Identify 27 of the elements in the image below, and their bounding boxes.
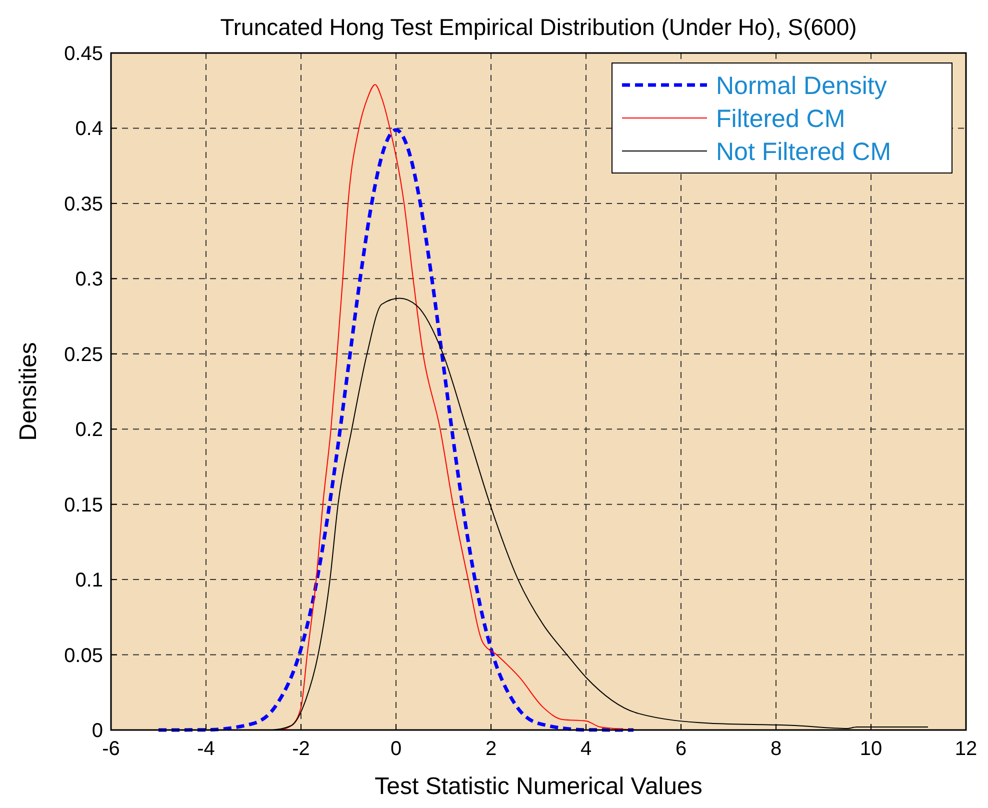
x-axis-title: Test Statistic Numerical Values [374, 773, 702, 800]
x-tick-label: 8 [770, 738, 782, 760]
y-axis-title: Densities [15, 342, 42, 441]
x-tick-label: 10 [860, 738, 882, 760]
x-tick-label: 12 [954, 738, 978, 760]
x-tick-label: 0 [390, 738, 402, 760]
y-tick-label: 0.4 [75, 118, 103, 140]
legend-label: Not Filtered CM [716, 138, 892, 166]
y-tick-label: 0.35 [64, 193, 103, 216]
y-tick-label: 0.25 [64, 344, 103, 366]
x-tick-label: -6 [102, 738, 120, 760]
x-tick-label: 4 [580, 738, 592, 760]
x-tick-label: -4 [197, 738, 215, 760]
y-tick-label: 0.3 [75, 268, 103, 291]
x-tick-label: 2 [485, 738, 497, 760]
y-tick-label: 0.15 [64, 494, 103, 516]
y-tick-label: 0.2 [75, 419, 103, 442]
y-tick-label: 0 [92, 720, 103, 742]
y-tick-label: 0.1 [75, 570, 103, 592]
legend-label: Normal Density [716, 72, 888, 100]
x-tick-label: 6 [675, 738, 687, 760]
legend-label: Filtered CM [716, 105, 846, 133]
x-tick-label: -2 [292, 738, 310, 760]
y-tick-label: 0.05 [64, 644, 103, 667]
chart-title: Truncated Hong Test Empirical Distribution (Under Ho), S(600) [220, 14, 857, 40]
line-series [156, 128, 636, 732]
y-tick-label: 0.45 [64, 43, 103, 65]
